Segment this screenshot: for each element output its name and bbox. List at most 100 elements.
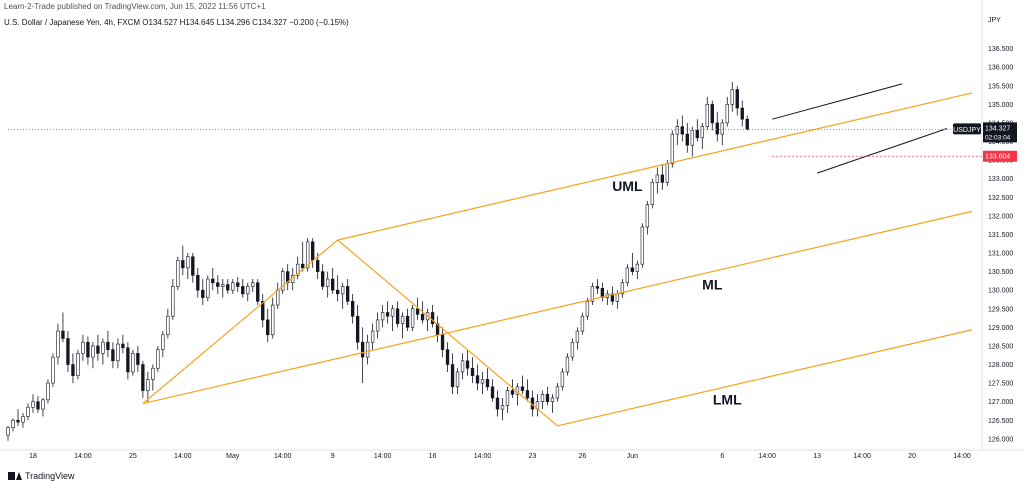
candle [475, 364, 480, 391]
x-tick-label: 14:00 [374, 453, 392, 460]
candle [176, 256, 180, 291]
candle [535, 394, 540, 417]
candle [495, 390, 500, 417]
candle [71, 353, 75, 384]
candle-body [700, 126, 704, 139]
candle [380, 305, 385, 328]
candle [211, 267, 215, 291]
candle-body [196, 275, 200, 291]
y-tick-label: 127.000 [988, 399, 1013, 406]
candle-body [635, 263, 640, 272]
candle [126, 342, 130, 380]
candle-body [450, 364, 455, 388]
candle-body [201, 289, 205, 298]
candle-body [350, 301, 355, 317]
y-tick-label: 126.000 [988, 436, 1013, 443]
candle [510, 379, 515, 398]
y-tick-label: 135.000 [988, 102, 1013, 109]
candle [690, 126, 694, 157]
candle [11, 418, 15, 432]
candle-body [525, 390, 530, 399]
candle-body [610, 293, 615, 302]
candle-body [261, 301, 265, 321]
candle [710, 100, 714, 131]
alert-tag-value: 133.604 [985, 154, 1010, 161]
candle-body [16, 419, 20, 423]
candle-body [665, 163, 669, 183]
x-tick-label: 18 [29, 453, 37, 460]
candle [181, 245, 185, 276]
tradingview-brand[interactable]: TradingView [8, 471, 75, 481]
candle [385, 301, 390, 324]
candle [700, 122, 704, 149]
symbol-ohlc-line[interactable]: U.S. Dollar / Japanese Yen, 4h, FXCM O13… [4, 18, 349, 27]
candle-body [91, 345, 95, 358]
x-tick-label: 14:00 [474, 453, 492, 460]
candle [565, 353, 570, 376]
candle-body [251, 282, 255, 287]
candle [650, 178, 655, 209]
y-tick-label: 129.000 [988, 325, 1013, 332]
candle-body [246, 286, 250, 295]
candle-body [335, 289, 340, 295]
candle [31, 394, 35, 413]
candle-body [465, 360, 470, 369]
candle-body [181, 260, 185, 269]
candle [191, 253, 195, 283]
candle-body [106, 341, 110, 350]
candle [276, 282, 280, 309]
candle-body [555, 386, 560, 399]
candle [540, 390, 545, 410]
candle-body [370, 330, 375, 343]
candle-body [475, 375, 480, 384]
candle-body [540, 393, 545, 402]
candle [360, 327, 365, 384]
x-tick-label: 20 [908, 453, 916, 460]
candle [16, 409, 20, 426]
candle-body [735, 89, 739, 109]
candle [116, 338, 120, 369]
candle-body [725, 104, 729, 124]
candle [26, 403, 30, 421]
candle-body [520, 386, 525, 391]
candle-body [485, 379, 490, 388]
candle-body [710, 104, 714, 124]
candle-body [690, 130, 694, 146]
candle [296, 256, 300, 280]
candle-body [505, 390, 510, 406]
candle-body [330, 278, 335, 291]
candle [201, 279, 205, 306]
candle-body [705, 104, 709, 127]
candle-body [375, 319, 380, 332]
candle [415, 297, 420, 320]
candle-body [720, 122, 724, 135]
candle [266, 308, 270, 343]
x-tick-label: 25 [129, 453, 137, 460]
candle-body [136, 353, 140, 365]
candle [605, 290, 610, 306]
candle [455, 368, 460, 395]
pitchfork-upper-line [337, 92, 973, 241]
candle-body [71, 364, 75, 376]
candle [660, 163, 665, 190]
candle [625, 264, 630, 287]
candle-body [11, 419, 15, 428]
y-tick-label: 127.500 [988, 381, 1013, 388]
candle-body [650, 182, 655, 205]
candle-body [311, 241, 315, 261]
candle-body [51, 356, 55, 384]
candle [405, 308, 410, 332]
candle [221, 279, 225, 298]
candle-body [490, 386, 495, 399]
y-tick-label: 130.500 [988, 269, 1013, 276]
candle-body [715, 122, 719, 135]
candle-body [565, 356, 570, 373]
candle-body [365, 341, 370, 358]
candle [520, 375, 525, 395]
candle-body [26, 406, 30, 417]
candle [610, 286, 615, 306]
candle-body [86, 341, 90, 358]
candle [216, 275, 220, 294]
candle-body [360, 341, 365, 358]
